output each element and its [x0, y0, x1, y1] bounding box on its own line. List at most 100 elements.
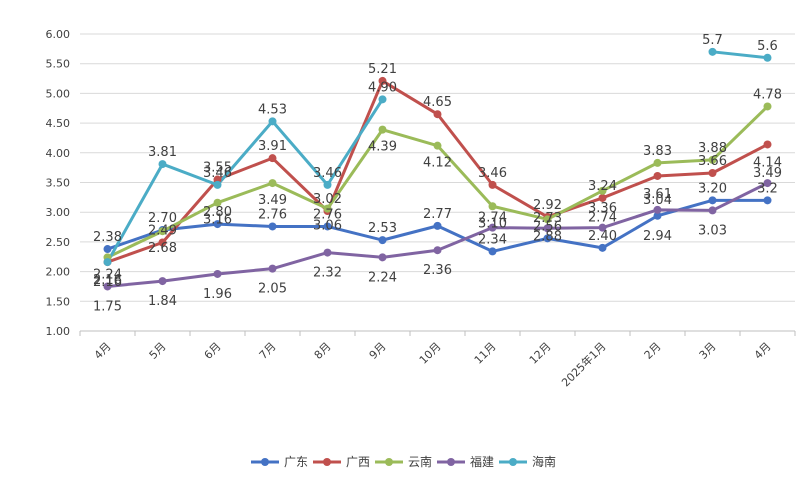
data-point	[708, 155, 717, 164]
data-label: 2.77	[423, 207, 452, 222]
data-label: 4.53	[258, 102, 287, 117]
data-label: 1.96	[203, 287, 232, 302]
data-point	[103, 245, 112, 254]
data-label: 2.68	[148, 241, 177, 256]
data-label: 3.88	[698, 141, 727, 156]
legend-label: 海南	[532, 454, 556, 469]
data-point	[433, 246, 442, 255]
data-label: 2.36	[423, 263, 452, 278]
data-point	[433, 221, 442, 230]
data-label: 3.06	[313, 219, 342, 234]
legend-label: 福建	[470, 454, 494, 469]
legend-swatch-marker	[447, 458, 455, 466]
x-tick-label: 9月	[367, 340, 389, 362]
data-label: 2.34	[478, 232, 507, 247]
data-point	[268, 117, 277, 126]
data-label: 3.16	[203, 213, 232, 228]
data-point	[103, 258, 112, 267]
data-label: 2.56	[533, 219, 562, 234]
y-tick-label: 1.00	[46, 325, 71, 338]
data-label: 3.03	[698, 223, 727, 238]
x-tick-label: 8月	[312, 340, 334, 362]
data-point	[378, 253, 387, 262]
data-point	[543, 215, 552, 224]
data-label: 3.55	[203, 161, 232, 176]
data-label: 2.53	[368, 221, 397, 236]
data-point	[213, 220, 222, 229]
data-point	[763, 140, 772, 149]
data-point	[323, 248, 332, 257]
data-point	[158, 227, 167, 236]
data-label: 2.24	[93, 267, 122, 282]
data-label: 5.21	[368, 62, 397, 77]
data-point	[543, 224, 552, 233]
data-point	[213, 180, 222, 189]
y-tick-label: 6.00	[46, 28, 71, 41]
data-point	[708, 168, 717, 177]
data-label: 2.38	[93, 230, 122, 245]
data-point	[158, 160, 167, 169]
data-point	[378, 236, 387, 245]
data-label: 1.84	[148, 294, 177, 309]
data-point	[213, 269, 222, 278]
x-tick-label: 10月	[417, 340, 444, 367]
x-tick-label: 2025年1月	[558, 339, 608, 389]
y-tick-label: 2.50	[46, 236, 71, 249]
data-label: 2.40	[588, 229, 617, 244]
data-point	[763, 196, 772, 205]
data-label: 2.74	[478, 211, 507, 226]
data-label: 4.14	[753, 155, 782, 170]
x-tick-label: 2月	[642, 340, 664, 362]
data-point	[653, 158, 662, 167]
data-point	[433, 110, 442, 119]
data-point	[598, 243, 607, 252]
x-tick-label: 7月	[257, 340, 279, 362]
data-label: 5.7	[702, 33, 723, 48]
data-point	[763, 53, 772, 62]
data-label: 3.24	[588, 179, 617, 194]
data-label: 2.32	[313, 266, 342, 281]
data-label: 2.76	[258, 207, 287, 222]
data-point	[213, 198, 222, 207]
legend-swatch-marker	[323, 458, 331, 466]
data-point	[653, 171, 662, 180]
data-label: 3.46	[203, 166, 232, 181]
data-point	[158, 277, 167, 286]
series-line-5	[711, 50, 769, 60]
data-label: 2.05	[258, 282, 287, 297]
legend-swatch-marker	[261, 458, 269, 466]
data-label: 2.16	[93, 275, 122, 290]
data-point	[268, 222, 277, 231]
data-point	[103, 282, 112, 291]
data-point	[378, 95, 387, 104]
data-point	[708, 196, 717, 205]
data-label: 3.81	[148, 145, 177, 160]
data-label: 2.74	[588, 211, 617, 226]
data-label: 3.46	[313, 166, 342, 181]
data-label: 3.49	[258, 193, 287, 208]
data-label: 2.92	[533, 198, 562, 213]
x-tick-label: 4月	[752, 340, 774, 362]
x-tick-label: 3月	[697, 340, 719, 362]
data-label: 3.04	[643, 193, 672, 208]
data-label: 4.39	[368, 140, 397, 155]
data-label: 2.80	[203, 205, 232, 220]
data-label: 3.61	[643, 187, 672, 202]
data-label: 2.49	[148, 223, 177, 238]
data-point	[323, 222, 332, 231]
data-label: 3.36	[588, 201, 617, 216]
data-point	[158, 238, 167, 247]
data-label: 4.78	[753, 87, 782, 102]
data-point	[323, 180, 332, 189]
data-label: 3.91	[258, 139, 287, 154]
x-tick-label: 4月	[92, 340, 114, 362]
data-label: 4.12	[423, 156, 452, 171]
y-tick-label: 5.00	[46, 87, 71, 100]
data-label: 3.02	[313, 192, 342, 207]
data-label: 3.10	[478, 216, 507, 231]
data-point	[598, 186, 607, 195]
data-label: 4.90	[368, 80, 397, 95]
data-label: 3.83	[643, 144, 672, 159]
